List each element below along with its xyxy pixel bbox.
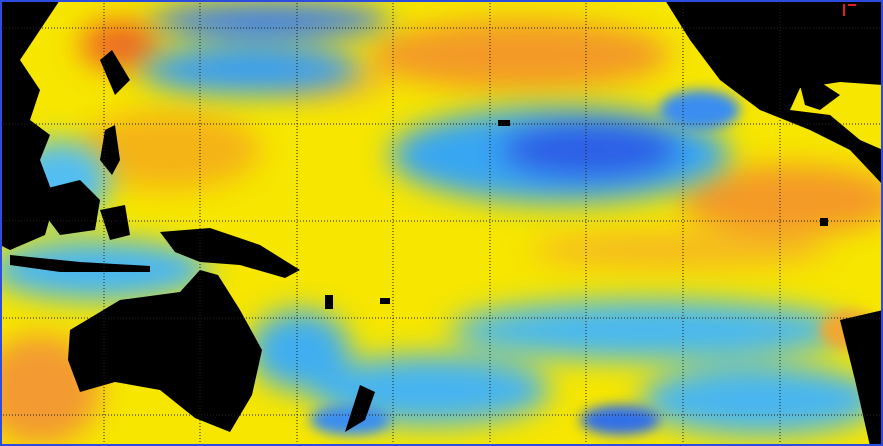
- galapagos: [820, 218, 828, 226]
- philippines: [100, 125, 120, 175]
- australia: [68, 270, 262, 432]
- new-guinea: [160, 228, 300, 278]
- java: [10, 255, 150, 272]
- korea-japan: [100, 50, 130, 95]
- sulawesi: [100, 205, 130, 240]
- gulf-coast: [800, 82, 840, 110]
- cool-anomalies: [2, 2, 880, 435]
- north-america: [666, 2, 881, 183]
- south-america: [840, 310, 881, 444]
- marker: [848, 4, 856, 6]
- hawaii: [498, 120, 510, 126]
- vanuatu: [325, 295, 333, 309]
- asia: [2, 2, 59, 250]
- marker: [843, 4, 845, 16]
- new-zealand: [345, 385, 375, 432]
- fiji: [380, 298, 390, 304]
